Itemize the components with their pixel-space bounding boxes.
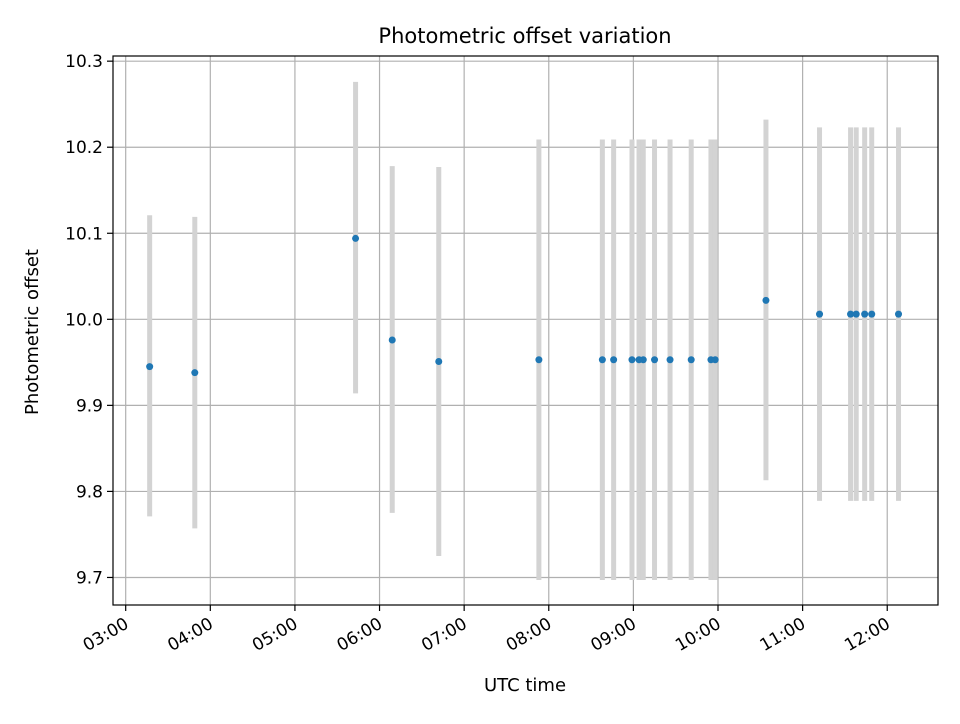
- data-point: [711, 356, 719, 364]
- data-point: [666, 356, 674, 364]
- data-point: [816, 310, 824, 318]
- y-tick-label: 10.1: [65, 224, 103, 244]
- data-point: [847, 310, 855, 318]
- data-point: [628, 356, 636, 364]
- data-point: [852, 310, 860, 318]
- data-point: [610, 356, 618, 364]
- data-point: [435, 357, 443, 365]
- data-point: [598, 356, 606, 364]
- point-layer: [146, 234, 903, 377]
- y-tick-label: 10.3: [65, 52, 103, 72]
- data-point: [868, 310, 876, 318]
- data-point: [895, 310, 903, 318]
- data-point: [639, 356, 647, 364]
- y-tick-label: 9.8: [76, 482, 103, 502]
- data-point: [762, 296, 770, 304]
- y-axis-label: Photometric offset: [22, 249, 43, 415]
- chart-title: Photometric offset variation: [378, 24, 671, 48]
- data-point: [535, 356, 543, 364]
- y-tick-label: 9.7: [76, 568, 103, 588]
- y-tick-label: 10.2: [65, 138, 103, 158]
- axes-frame: [112, 55, 939, 606]
- data-point: [352, 234, 360, 242]
- data-point: [388, 336, 396, 344]
- y-tick-label: 9.9: [76, 396, 103, 416]
- data-point: [687, 356, 695, 364]
- grid-layer: [113, 56, 938, 605]
- data-point: [146, 363, 154, 371]
- data-point: [861, 310, 869, 318]
- x-axis-label: UTC time: [484, 675, 566, 696]
- y-tick-label: 10.0: [65, 310, 103, 330]
- data-point: [191, 369, 199, 377]
- data-point: [651, 356, 659, 364]
